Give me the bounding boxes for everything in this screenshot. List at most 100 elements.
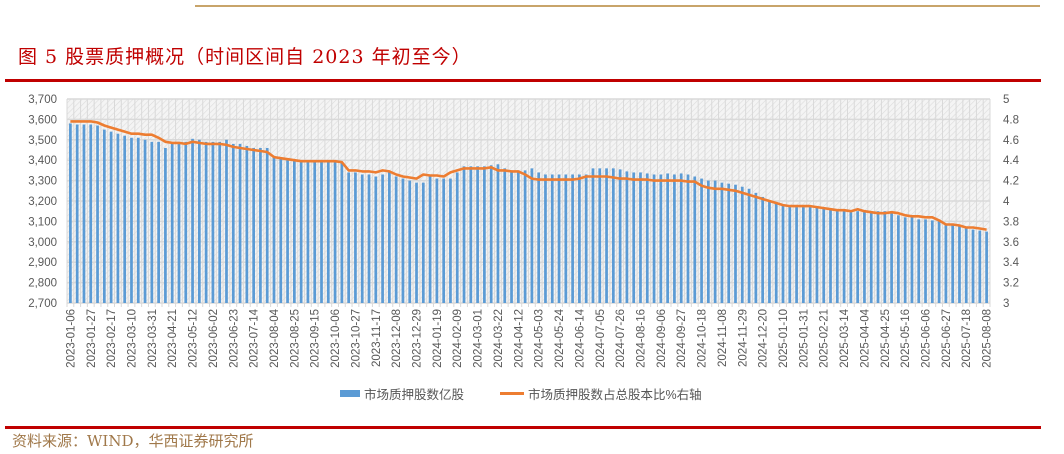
bar bbox=[856, 211, 860, 303]
bar bbox=[170, 143, 174, 303]
bar bbox=[218, 141, 222, 303]
y-right-tick-label: 4.6 bbox=[1003, 135, 1019, 147]
x-tick-label: 2024-07-05 bbox=[595, 309, 607, 368]
bar bbox=[673, 174, 676, 303]
bar bbox=[231, 143, 235, 303]
source-note: 资料来源：WIND，华西证券研究所 bbox=[12, 432, 254, 450]
x-tick-label: 2024-07-26 bbox=[615, 309, 627, 368]
bar bbox=[75, 124, 79, 303]
x-tick-label: 2023-09-15 bbox=[310, 309, 322, 368]
y-left-tick-label: 2,800 bbox=[28, 278, 57, 290]
bar bbox=[849, 212, 853, 303]
bar bbox=[272, 156, 276, 303]
bar bbox=[652, 174, 656, 303]
bar bbox=[313, 162, 317, 303]
bar bbox=[354, 172, 357, 303]
bar bbox=[835, 211, 839, 303]
bar bbox=[700, 178, 703, 303]
y-right-tick-label: 3 bbox=[1003, 298, 1009, 310]
bar bbox=[686, 174, 690, 303]
bar bbox=[937, 221, 941, 303]
bar bbox=[964, 227, 968, 303]
y-right-tick-label: 3.2 bbox=[1003, 278, 1019, 290]
bar bbox=[428, 174, 432, 303]
x-tick-label: 2023-07-14 bbox=[249, 308, 261, 367]
x-tick-label: 2025-06-27 bbox=[941, 309, 953, 368]
legend-item-line: 市场质押股数占总股本比%右轴 bbox=[500, 384, 702, 403]
bar bbox=[462, 166, 466, 303]
bar bbox=[483, 166, 486, 303]
bar bbox=[476, 166, 479, 303]
line-path bbox=[70, 120, 987, 231]
figure-title: 图 5 股票质押概况（时间区间自 2023 年初至今） bbox=[18, 46, 472, 68]
x-tick-label: 2025-04-04 bbox=[859, 308, 871, 367]
bar bbox=[401, 178, 405, 303]
bar bbox=[747, 188, 751, 303]
bar bbox=[102, 129, 106, 303]
bar bbox=[130, 137, 133, 303]
legend: 市场质押股数亿股 市场质押股数占总股本比%右轴 bbox=[340, 384, 702, 403]
bar bbox=[96, 125, 99, 304]
x-tick-label: 2025-02-21 bbox=[819, 309, 831, 368]
x-tick-label: 2023-03-31 bbox=[147, 309, 159, 368]
bar bbox=[903, 217, 907, 303]
bar bbox=[347, 172, 351, 303]
x-tick-label: 2025-03-14 bbox=[839, 308, 851, 367]
bar bbox=[869, 211, 873, 303]
bar bbox=[360, 174, 364, 303]
bar bbox=[910, 217, 914, 303]
x-tick-label: 2024-04-12 bbox=[513, 309, 525, 368]
bar bbox=[598, 168, 602, 303]
x-tick-label: 2023-08-25 bbox=[289, 309, 301, 368]
bar bbox=[971, 229, 975, 303]
y-left-tick-label: 3,300 bbox=[28, 176, 57, 188]
bar bbox=[625, 171, 629, 303]
x-tick-label: 2025-07-18 bbox=[961, 309, 973, 368]
x-tick-label: 2025-04-25 bbox=[880, 309, 892, 368]
bar bbox=[164, 147, 167, 303]
legend-label-bar: 市场质押股数亿股 bbox=[364, 388, 465, 402]
bar bbox=[415, 182, 418, 303]
legend-label-line: 市场质押股数占总股本比%右轴 bbox=[528, 388, 702, 402]
bar-series bbox=[69, 123, 988, 304]
x-tick-label: 2024-05-24 bbox=[554, 308, 566, 367]
bar bbox=[863, 212, 866, 303]
bar bbox=[550, 174, 554, 303]
y-left-tick-label: 3,400 bbox=[28, 155, 57, 167]
bar bbox=[876, 211, 880, 303]
x-tick-label: 2024-11-08 bbox=[717, 309, 729, 367]
x-tick-label: 2023-03-10 bbox=[126, 309, 138, 368]
y-right-tick-label: 4.2 bbox=[1003, 176, 1019, 188]
bar bbox=[842, 211, 846, 303]
bar bbox=[197, 139, 201, 303]
y-left-tick-label: 3,700 bbox=[28, 94, 57, 106]
x-tick-label: 2023-08-04 bbox=[269, 308, 281, 367]
bar bbox=[740, 186, 744, 303]
x-tick-label: 2024-09-06 bbox=[656, 309, 668, 368]
bar bbox=[408, 180, 412, 303]
bar bbox=[503, 168, 507, 303]
bar bbox=[951, 224, 955, 303]
bar bbox=[157, 141, 160, 303]
bar bbox=[299, 161, 303, 303]
y-right-tick-label: 3.4 bbox=[1003, 257, 1020, 269]
x-tick-label: 2023-10-27 bbox=[350, 309, 362, 368]
legend-swatch-line bbox=[500, 392, 525, 395]
x-tick-label: 2025-01-10 bbox=[778, 309, 790, 368]
x-tick-label: 2024-06-14 bbox=[574, 308, 586, 367]
x-tick-label: 2023-11-17 bbox=[371, 309, 383, 367]
bar bbox=[713, 180, 717, 303]
bar bbox=[645, 173, 649, 303]
bar bbox=[340, 162, 344, 303]
x-tick-label: 2023-05-12 bbox=[188, 309, 200, 368]
bar bbox=[286, 160, 289, 303]
bar bbox=[435, 178, 439, 303]
bar bbox=[69, 123, 72, 303]
bar bbox=[605, 168, 608, 303]
title-underline bbox=[5, 79, 1041, 82]
legend-item-bar: 市场质押股数亿股 bbox=[340, 384, 464, 403]
bar bbox=[496, 164, 500, 303]
bar bbox=[795, 207, 798, 303]
bar bbox=[388, 172, 391, 303]
